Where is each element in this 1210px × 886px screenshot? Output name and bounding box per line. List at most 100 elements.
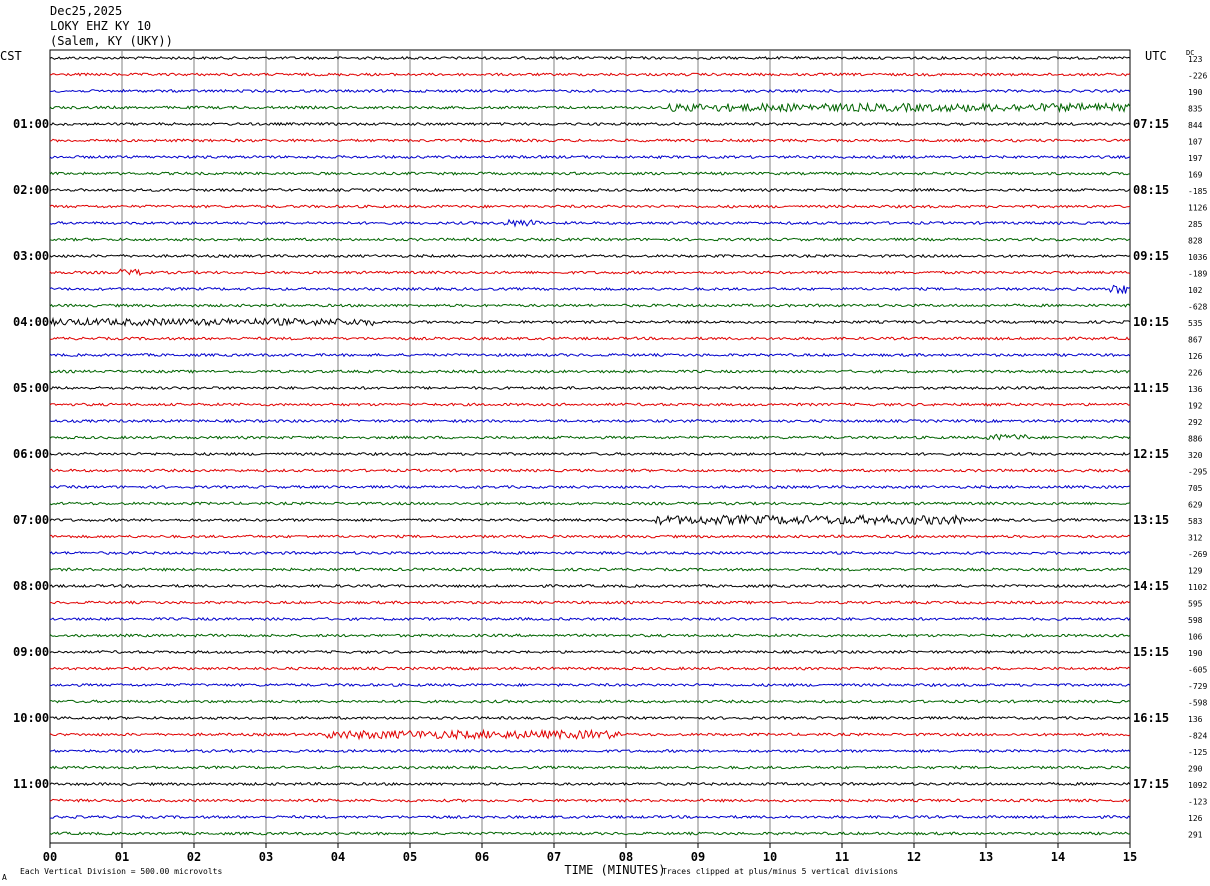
dc-offset-label: 886	[1188, 435, 1203, 444]
trace-row	[49, 369, 1131, 374]
dc-offset-label: 190	[1188, 649, 1203, 658]
right-hour-label: 14:15	[1133, 579, 1169, 593]
trace-row	[49, 649, 1131, 655]
trace-row	[49, 336, 1131, 341]
station-label: LOKY EHZ KY 10	[50, 19, 152, 33]
dc-offset-label: 844	[1188, 121, 1203, 130]
trace-row	[49, 451, 1131, 457]
trace-row	[49, 666, 1131, 671]
clip-note: Traces clipped at plus/minus 5 vertical …	[662, 867, 899, 876]
x-tick-label: 00	[43, 850, 57, 864]
dc-offset-label: 136	[1188, 385, 1203, 394]
dc-offset-label: -729	[1188, 682, 1207, 691]
left-hour-label: 03:00	[13, 249, 49, 263]
trace-row	[49, 88, 1131, 94]
trace-row	[49, 204, 1131, 209]
trace-row	[49, 616, 1131, 622]
dc-offset-label: -125	[1188, 748, 1207, 757]
trace-row	[49, 187, 1131, 193]
dc-offset-label: -824	[1188, 732, 1207, 741]
right-hour-label: 16:15	[1133, 711, 1169, 725]
plot-frame	[49, 49, 1131, 844]
left-hour-label: 02:00	[13, 183, 49, 197]
dc-offset-label: 705	[1188, 484, 1203, 493]
dc-offset-label: 126	[1188, 352, 1203, 361]
trace-row	[49, 715, 1131, 721]
x-tick-label: 11	[835, 850, 849, 864]
dc-offset-label: 226	[1188, 369, 1203, 378]
plot-date: Dec25,2025	[50, 4, 123, 18]
dc-offset-label: 126	[1188, 814, 1203, 823]
dc-offset-label: 102	[1188, 286, 1203, 295]
dc-offset-label: 629	[1188, 501, 1203, 510]
trace-row	[49, 121, 1131, 127]
dc-offset-label: 828	[1188, 237, 1203, 246]
x-tick-label: 10	[763, 850, 777, 864]
dc-offset-label: 136	[1188, 715, 1203, 724]
right-hour-label: 08:15	[1133, 183, 1169, 197]
dc-offset-label: 106	[1188, 633, 1203, 642]
x-tick-label: 12	[907, 850, 921, 864]
trace-row	[49, 418, 1131, 424]
x-axis-label: TIME (MINUTES)	[564, 863, 665, 877]
trace-row	[49, 600, 1131, 605]
dc-offset-label: 595	[1188, 600, 1203, 609]
trace-row	[50, 699, 1131, 704]
dc-offset-label: 1092	[1188, 781, 1207, 790]
dc-offset-label: 123	[1188, 55, 1203, 64]
trace-row	[49, 171, 1131, 176]
trace-row	[49, 534, 1131, 539]
x-tick-label: 04	[331, 850, 345, 864]
trace-row	[49, 501, 1131, 506]
dc-offset-label: -605	[1188, 666, 1207, 675]
right-hour-label: 11:15	[1133, 381, 1169, 395]
dc-offset-label: -226	[1188, 72, 1207, 81]
dc-offset-label: -628	[1188, 303, 1207, 312]
dc-offset-label: 867	[1188, 336, 1203, 345]
x-tick-label: 07	[547, 850, 561, 864]
trace-row	[49, 484, 1131, 490]
dc-offset-label: 320	[1188, 451, 1203, 460]
dc-offset-label: 1036	[1188, 253, 1207, 262]
trace-row	[49, 237, 1131, 242]
x-tick-label: 06	[475, 850, 489, 864]
trace-row	[49, 218, 1131, 228]
trace-row	[49, 352, 1131, 358]
trace-row	[49, 765, 1131, 770]
trace-row	[49, 814, 1131, 820]
dc-offset-label: 197	[1188, 154, 1203, 163]
dc-offset-label: -295	[1188, 468, 1207, 477]
x-tick-label: 05	[403, 850, 417, 864]
dc-offset-label: 583	[1188, 517, 1203, 526]
trace-row	[49, 101, 1131, 114]
dc-offset-label: 835	[1188, 105, 1203, 114]
left-hour-label: 08:00	[13, 579, 49, 593]
left-hour-label: 09:00	[13, 645, 49, 659]
dc-offset-label: 535	[1188, 319, 1203, 328]
dc-offset-label: 190	[1188, 88, 1203, 97]
trace-row	[49, 831, 1131, 836]
x-tick-label: 01	[115, 850, 129, 864]
dc-offset-label: 290	[1188, 765, 1203, 774]
left-hour-label: 06:00	[13, 447, 49, 461]
trace-row	[49, 748, 1131, 754]
left-hour-label: 01:00	[13, 117, 49, 131]
trace-row	[49, 385, 1131, 391]
x-tick-label: 15	[1123, 850, 1137, 864]
scale-note: Each Vertical Division = 500.00 microvol…	[20, 867, 223, 876]
left-timezone-label: CST	[0, 49, 22, 63]
trace-row	[49, 154, 1131, 160]
right-hour-label: 09:15	[1133, 249, 1169, 263]
right-timezone-label: UTC	[1145, 49, 1167, 63]
trace-row	[49, 728, 1131, 741]
trace-row	[49, 138, 1131, 143]
dc-offset-label: 1126	[1188, 204, 1207, 213]
x-tick-label: 02	[187, 850, 201, 864]
trace-row	[49, 583, 1130, 589]
dc-header-label: DC	[1186, 49, 1195, 57]
x-tick-label: 09	[691, 850, 705, 864]
dc-offset-label: 312	[1188, 534, 1203, 543]
dc-offset-label: 598	[1188, 616, 1203, 625]
right-hour-label: 17:15	[1133, 777, 1169, 791]
right-hour-label: 13:15	[1133, 513, 1169, 527]
